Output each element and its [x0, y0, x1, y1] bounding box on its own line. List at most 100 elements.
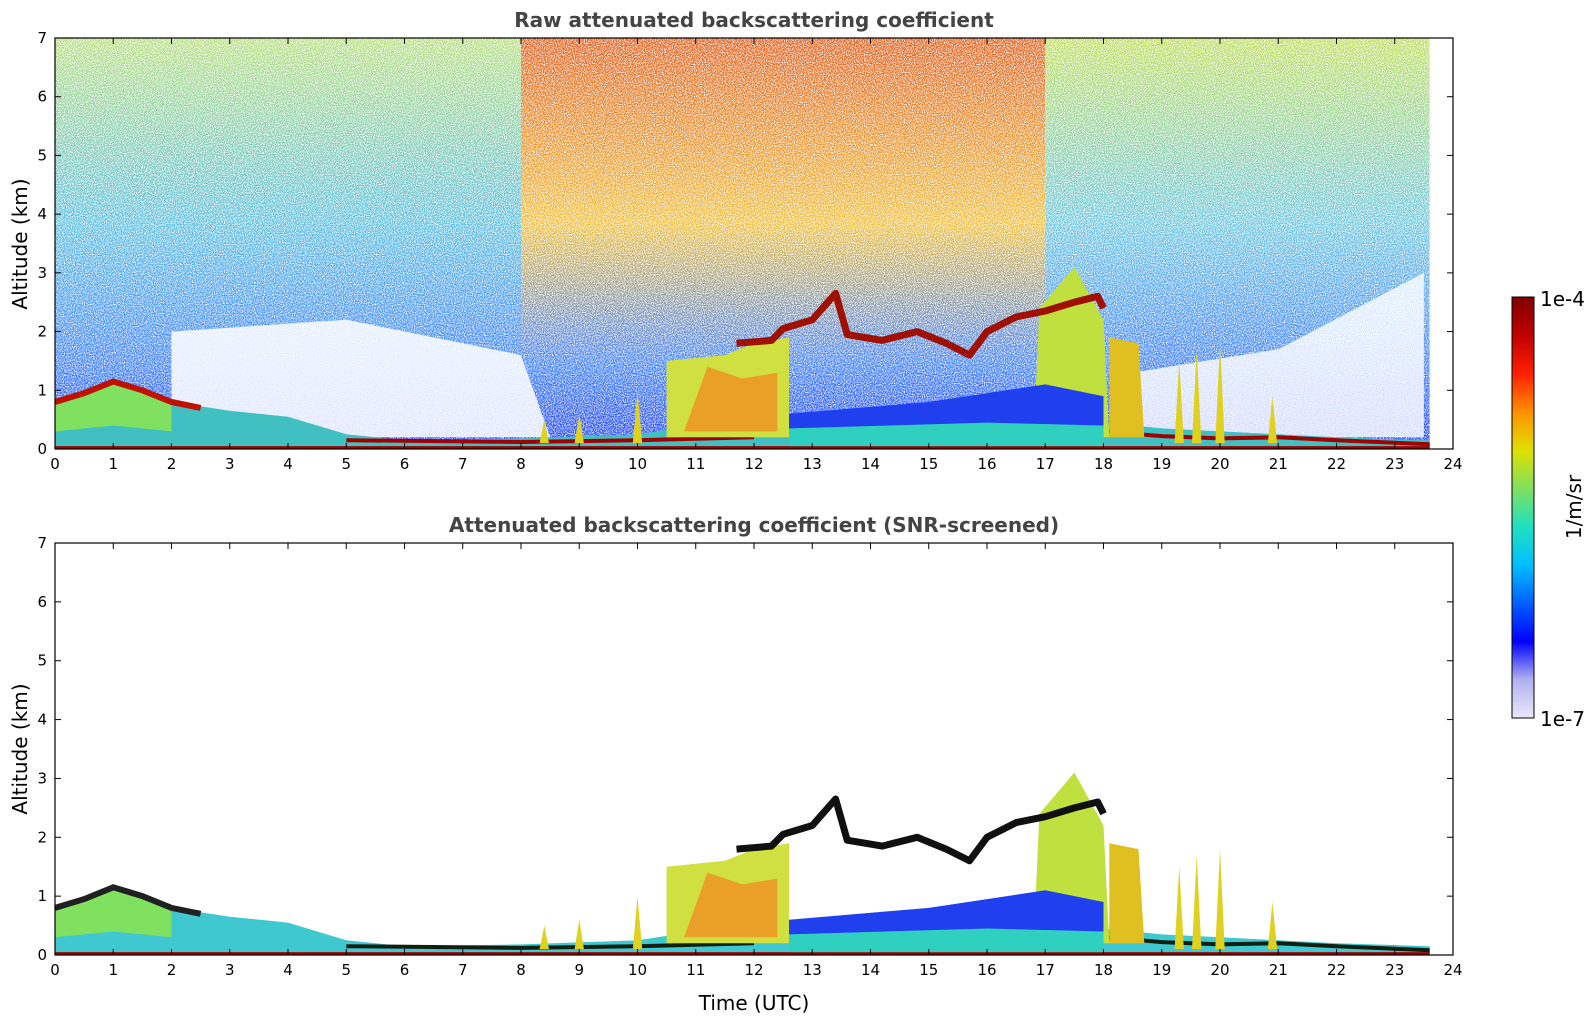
x-tick-label: 22	[1327, 455, 1346, 473]
panel1-title: Raw attenuated backscattering coefficien…	[514, 8, 994, 32]
y-tick-label: 0	[37, 440, 47, 458]
x-tick-label: 16	[977, 961, 996, 979]
panel2-title: Attenuated backscattering coefficient (S…	[449, 513, 1059, 537]
elevated-aerosol-layer	[736, 795, 1107, 865]
x-tick-label: 23	[1385, 455, 1404, 473]
screened-aerosol-features	[55, 772, 1430, 955]
isolated-plume	[1215, 343, 1225, 444]
x-tick-label: 12	[744, 961, 763, 979]
x-tick-label: 18	[1094, 961, 1113, 979]
y-tick-label: 7	[37, 534, 47, 552]
x-tick-label: 7	[458, 961, 468, 979]
x-tick-label: 23	[1385, 961, 1404, 979]
isolated-plume	[574, 413, 584, 444]
y-tick-label: 6	[37, 593, 47, 611]
x-tick-label: 2	[167, 961, 177, 979]
panel2-ylabel: Altitude (km)	[8, 683, 32, 814]
convective-core	[684, 366, 778, 432]
x-tick-label: 11	[686, 961, 705, 979]
isolated-plume	[1192, 854, 1202, 950]
y-tick-label: 1	[37, 381, 47, 399]
residual-layer-top	[55, 378, 202, 411]
x-tick-label: 20	[1210, 455, 1229, 473]
y-tick-label: 3	[37, 264, 47, 282]
mixed-layer-base	[789, 422, 1104, 447]
evening-layer	[1103, 429, 1430, 447]
isolated-plume	[1174, 360, 1184, 444]
x-tick-label: 11	[686, 455, 705, 473]
panel1-ylabel: Altitude (km)	[8, 178, 32, 309]
x-tick-label: 14	[861, 455, 880, 473]
x-tick-label: 18	[1094, 455, 1113, 473]
isolated-plume	[539, 419, 549, 444]
colorbar-gradient	[1511, 296, 1535, 719]
x-tick-label: 7	[458, 455, 468, 473]
y-tick-label: 6	[37, 88, 47, 106]
convective-plume	[1109, 337, 1145, 438]
mixed-layer-base	[789, 928, 1104, 953]
raw-aerosol-features	[55, 267, 1430, 449]
x-tick-label: 24	[1443, 961, 1462, 979]
residual-layer-top	[55, 884, 202, 917]
x-tick-label: 8	[516, 961, 526, 979]
raw-backscatter-panel: Raw attenuated backscattering coefficien…	[8, 8, 1463, 473]
x-tick-label: 17	[1036, 961, 1055, 979]
x-tick-label: 2	[167, 455, 177, 473]
panel2-y-axis: 0 1 2 3 4 5 6 7	[37, 534, 1453, 964]
panel2-x-axis: 0 1 2 3 4 5 6 7 8 9 10 11 12 13 14 15 16 17 18 19 20 21 22 23 24	[50, 543, 1463, 979]
isolated-plume	[632, 390, 643, 444]
x-tick-label: 6	[400, 455, 410, 473]
x-tick-label: 10	[628, 961, 647, 979]
x-tick-label: 15	[919, 455, 938, 473]
convective-plume	[1109, 843, 1145, 944]
x-tick-label: 6	[400, 961, 410, 979]
y-tick-label: 5	[37, 146, 47, 164]
x-tick-label: 9	[574, 455, 584, 473]
x-tick-label: 5	[341, 455, 351, 473]
x-tick-label: 21	[1269, 961, 1288, 979]
x-tick-label: 20	[1210, 961, 1229, 979]
isolated-plume	[1267, 902, 1278, 950]
colorbar-unit-label: 1/m/sr	[1562, 474, 1586, 539]
x-tick-label: 0	[50, 455, 60, 473]
x-tick-label: 9	[574, 961, 584, 979]
convective-core	[684, 872, 778, 938]
y-tick-label: 4	[37, 711, 47, 729]
x-tick-label: 21	[1269, 455, 1288, 473]
y-tick-label: 4	[37, 205, 47, 223]
x-tick-label: 3	[225, 961, 235, 979]
x-tick-label: 13	[803, 455, 822, 473]
colorbar-min-label: 1e-7	[1540, 707, 1585, 731]
evening-layer	[1103, 935, 1430, 953]
y-tick-label: 1	[37, 887, 47, 905]
x-tick-label: 5	[341, 961, 351, 979]
y-tick-label: 5	[37, 652, 47, 670]
y-tick-label: 2	[37, 323, 47, 341]
isolated-plume	[539, 925, 549, 950]
x-tick-label: 12	[744, 455, 763, 473]
colorbar: 1e-4 1e-7 1/m/sr	[1511, 287, 1586, 731]
panel2-xlabel: Time (UTC)	[698, 991, 810, 1015]
x-tick-label: 15	[919, 961, 938, 979]
x-tick-label: 24	[1443, 455, 1462, 473]
x-tick-label: 19	[1152, 455, 1171, 473]
panel1-x-axis: 0 1 2 3 4 5 6 7 8 9 10 11 12 13 14 15 16 17 18 19 20 21 22 23 24	[50, 38, 1463, 473]
x-tick-label: 10	[628, 455, 647, 473]
y-tick-label: 2	[37, 828, 47, 846]
colorbar-max-label: 1e-4	[1540, 287, 1585, 311]
x-tick-label: 4	[283, 455, 293, 473]
isolated-plume	[1267, 396, 1278, 444]
screened-backscatter-panel: Attenuated backscattering coefficient (S…	[8, 513, 1463, 1015]
elevated-aerosol-layer	[736, 289, 1107, 359]
x-tick-label: 1	[108, 455, 118, 473]
y-tick-label: 3	[37, 769, 47, 787]
isolated-plume	[574, 919, 584, 950]
x-tick-label: 16	[977, 455, 996, 473]
y-tick-label: 0	[37, 946, 47, 964]
isolated-plume	[1192, 349, 1202, 444]
x-tick-label: 0	[50, 961, 60, 979]
x-tick-label: 1	[108, 961, 118, 979]
x-tick-label: 4	[283, 961, 293, 979]
panel1-y-axis: 0 1 2 3 4 5 6 7	[37, 29, 1453, 458]
